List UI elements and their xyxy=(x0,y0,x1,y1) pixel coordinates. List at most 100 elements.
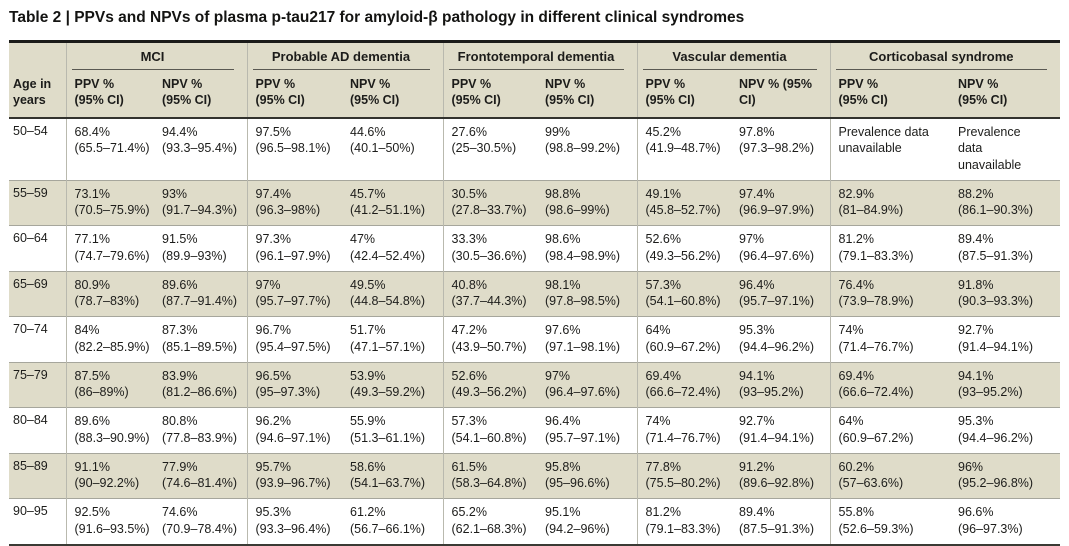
value-cell-ftd-ppv: 61.5% (58.3–64.8%) xyxy=(442,453,537,499)
value-cell-mci-npv: 77.9% (74.6–81.4%) xyxy=(162,459,238,490)
value-cell-ad-ppv: 96.5% (95–97.3%) xyxy=(246,362,342,408)
value-cell-cbs-ppv: Prevalence data unavailable xyxy=(829,118,951,181)
value-cell-mci-ppv: 73.1% (70.5–75.9%) xyxy=(65,180,154,226)
table-row: 80–84 89.6% (88.3–90.9%) 80.8% (77.8–83.… xyxy=(9,407,1061,454)
value-cell-mci-ppv: 92.5% (91.6–93.5%) xyxy=(65,498,154,545)
sub-header-row: PPV % (95% CI) NPV % (95% CI) PPV % (95%… xyxy=(9,70,1061,118)
age-cell: 70–74 xyxy=(13,322,48,337)
age-cell: 80–84 xyxy=(13,413,48,428)
value-cell-ftd-ppv: 33.3% (30.5–36.6%) xyxy=(442,225,537,272)
value-cell-ftd-ppv: 65.2% (62.1–68.3%) xyxy=(442,498,537,545)
value-cell-ad-ppv: 95.3% (93.3–96.4%) xyxy=(246,498,342,545)
group-header-probable-ad-dementia: Probable AD dementia xyxy=(246,41,443,70)
value-cell-mci-npv: 80.8% (77.8–83.9%) xyxy=(162,414,238,445)
value-cell-mci-ppv: 80.9% (78.7–83%) xyxy=(65,271,154,317)
group-header-vascular-dementia: Vascular dementia xyxy=(636,41,831,70)
value-cell-ftd-ppv: 40.8% (37.7–44.3%) xyxy=(442,271,537,317)
value-cell-ftd-ppv: 52.6% (49.3–56.2%) xyxy=(442,362,537,408)
value-cell-cbs-npv: 95.3% (94.4–96.2%) xyxy=(958,414,1034,445)
value-cell-cbs-ppv: 82.9% (81–84.9%) xyxy=(829,180,951,226)
value-cell-ftd-ppv: 27.6% (25–30.5%) xyxy=(442,118,537,181)
value-cell-ad-ppv: 96.2% (94.6–97.1%) xyxy=(246,407,342,454)
table-title: Table 2 | PPVs and NPVs of plasma p-tau2… xyxy=(9,9,745,26)
value-cell-cbs-npv: 91.8% (90.3–93.3%) xyxy=(958,277,1034,308)
value-cell-cbs-npv: 92.7% (91.4–94.1%) xyxy=(958,323,1034,354)
value-cell-ftd-npv: 99% (98.8–99.2%) xyxy=(545,125,621,156)
value-cell-cbs-npv: 88.2% (86.1–90.3%) xyxy=(958,186,1034,217)
value-cell-mci-ppv: 91.1% (90–92.2%) xyxy=(65,453,154,499)
value-cell-vad-npv: 97.4% (96.9–97.9%) xyxy=(739,186,815,217)
value-cell-cbs-ppv: 76.4% (73.9–78.9%) xyxy=(829,271,951,317)
value-cell-ad-ppv: 97.3% (96.1–97.9%) xyxy=(246,225,342,272)
value-cell-vad-ppv: 74% (71.4–76.7%) xyxy=(636,407,731,454)
value-cell-ftd-npv: 96.4% (95.7–97.1%) xyxy=(545,414,621,445)
table-row: 70–74 84% (82.2–85.9%) 87.3% (85.1–89.5%… xyxy=(9,316,1061,363)
value-cell-mci-npv: 93% (91.7–94.3%) xyxy=(162,186,238,217)
value-cell-ad-npv: 44.6% (40.1–50%) xyxy=(350,125,415,156)
group-label: Corticobasal syndrome xyxy=(835,49,1048,70)
value-cell-vad-ppv: 69.4% (66.6–72.4%) xyxy=(636,362,731,408)
value-cell-vad-npv: 97% (96.4–97.6%) xyxy=(739,232,815,263)
value-cell-ad-npv: 58.6% (54.1–63.7%) xyxy=(350,459,426,490)
value-cell-mci-ppv: 77.1% (74.7–79.6%) xyxy=(65,225,154,272)
col-header-mci-ppv: PPV % (95% CI) xyxy=(65,70,154,118)
value-cell-ftd-npv: 95.8% (95–96.6%) xyxy=(545,459,610,490)
group-label: Probable AD dementia xyxy=(252,49,430,70)
value-cell-mci-ppv: 84% (82.2–85.9%) xyxy=(65,316,154,363)
value-cell-vad-ppv: 64% (60.9–67.2%) xyxy=(636,316,731,363)
value-cell-vad-ppv: 57.3% (54.1–60.8%) xyxy=(636,271,731,317)
value-cell-mci-npv: 74.6% (70.9–78.4%) xyxy=(162,505,238,536)
value-cell-vad-npv: 97.8% (97.3–98.2%) xyxy=(739,125,815,156)
value-cell-ad-ppv: 97.5% (96.5–98.1%) xyxy=(246,118,342,181)
group-header-row: Age in years MCI Probable AD dementia Fr… xyxy=(9,41,1061,118)
value-cell-mci-npv: 83.9% (81.2–86.6%) xyxy=(162,368,238,399)
value-cell-ftd-npv: 97% (96.4–97.6%) xyxy=(545,368,621,399)
age-cell: 85–89 xyxy=(13,458,48,473)
table-row: 75–79 87.5% (86–89%) 83.9% (81.2–86.6%) … xyxy=(9,362,1061,408)
age-cell: 55–59 xyxy=(13,185,48,200)
value-cell-cbs-npv: 96.6% (96–97.3%) xyxy=(958,505,1023,536)
value-cell-ftd-npv: 97.6% (97.1–98.1%) xyxy=(545,323,621,354)
value-cell-ad-ppv: 95.7% (93.9–96.7%) xyxy=(246,453,342,499)
table-body: 50–54 68.4% (65.5–71.4%) 94.4% (93.3–95.… xyxy=(9,118,1061,545)
value-cell-mci-ppv: 68.4% (65.5–71.4%) xyxy=(65,118,154,181)
value-cell-ad-npv: 53.9% (49.3–59.2%) xyxy=(350,368,426,399)
value-cell-cbs-npv: 89.4% (87.5–91.3%) xyxy=(958,232,1034,263)
col-header-age: Age in years xyxy=(9,41,66,118)
value-cell-mci-npv: 94.4% (93.3–95.4%) xyxy=(162,125,238,156)
col-header-vad-ppv: PPV % (95% CI) xyxy=(636,70,731,118)
table-row: 50–54 68.4% (65.5–71.4%) 94.4% (93.3–95.… xyxy=(9,118,1060,181)
value-cell-ad-npv: 47% (42.4–52.4%) xyxy=(350,232,426,263)
age-cell: 75–79 xyxy=(13,367,48,382)
value-cell-vad-ppv: 49.1% (45.8–52.7%) xyxy=(636,180,731,226)
value-cell-mci-ppv: 87.5% (86–89%) xyxy=(65,362,154,408)
group-label: Vascular dementia xyxy=(642,49,817,70)
value-cell-mci-ppv: 89.6% (88.3–90.9%) xyxy=(65,407,154,454)
age-cell: 90–95 xyxy=(13,504,48,519)
value-cell-ad-ppv: 97% (95.7–97.7%) xyxy=(246,271,342,317)
value-cell-vad-ppv: 81.2% (79.1–83.3%) xyxy=(636,498,731,545)
value-cell-ad-npv: 61.2% (56.7–66.1%) xyxy=(350,505,426,536)
table-row: 55–59 73.1% (70.5–75.9%) 93% (91.7–94.3%… xyxy=(9,180,1061,226)
value-cell-ad-ppv: 96.7% (95.4–97.5%) xyxy=(246,316,342,363)
value-cell-ftd-ppv: 57.3% (54.1–60.8%) xyxy=(442,407,537,454)
value-cell-cbs-ppv: 60.2% (57–63.6%) xyxy=(829,453,951,499)
ppv-npv-table: Age in years MCI Probable AD dementia Fr… xyxy=(9,40,1061,546)
value-cell-vad-npv: 89.4% (87.5–91.3%) xyxy=(739,505,815,536)
value-cell-ftd-ppv: 47.2% (43.9–50.7%) xyxy=(442,316,537,363)
value-cell-ad-npv: 51.7% (47.1–57.1%) xyxy=(350,323,426,354)
col-header-ftd-npv: NPV % (95% CI) xyxy=(537,70,637,118)
value-cell-vad-npv: 94.1% (93–95.2%) xyxy=(739,368,804,399)
table-row: 60–64 77.1% (74.7–79.6%) 91.5% (89.9–93%… xyxy=(9,225,1061,272)
col-header-ad-ppv: PPV % (95% CI) xyxy=(246,70,342,118)
value-cell-ftd-npv: 98.8% (98.6–99%) xyxy=(545,186,610,217)
table-row: 90–95 92.5% (91.6–93.5%) 74.6% (70.9–78.… xyxy=(9,498,1061,545)
col-header-cbs-ppv: PPV % (95% CI) xyxy=(829,70,951,118)
value-cell-mci-npv: 91.5% (89.9–93%) xyxy=(162,232,227,263)
age-cell: 60–64 xyxy=(13,231,48,246)
value-cell-cbs-ppv: 81.2% (79.1–83.3%) xyxy=(829,225,951,272)
value-cell-ad-npv: 55.9% (51.3–61.1%) xyxy=(350,414,426,445)
value-cell-vad-ppv: 52.6% (49.3–56.2%) xyxy=(636,225,731,272)
group-header-frontotemporal-dementia: Frontotemporal dementia xyxy=(442,41,637,70)
